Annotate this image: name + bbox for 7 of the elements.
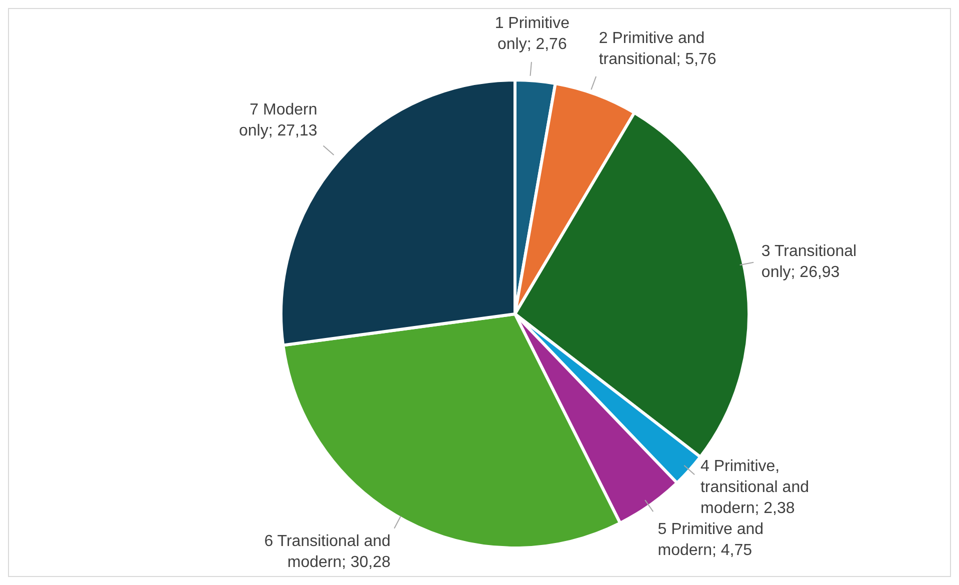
slice-label: 2 Primitive and transitional; 5,76: [598, 30, 716, 68]
slice-label: 1 Primitive only; 2,76: [494, 14, 570, 53]
slice-label: 5 Primitive and modern; 4,75: [658, 521, 764, 560]
slice-label: 6 Transitional and modern; 30,28: [264, 533, 391, 571]
slice-label: 3 Transitional only; 26,93: [761, 242, 857, 281]
slice-label: 7 Modern only; 27,13: [238, 102, 318, 140]
slice-label: 4 Primitive, transitional and modern; 2,38: [700, 458, 810, 518]
